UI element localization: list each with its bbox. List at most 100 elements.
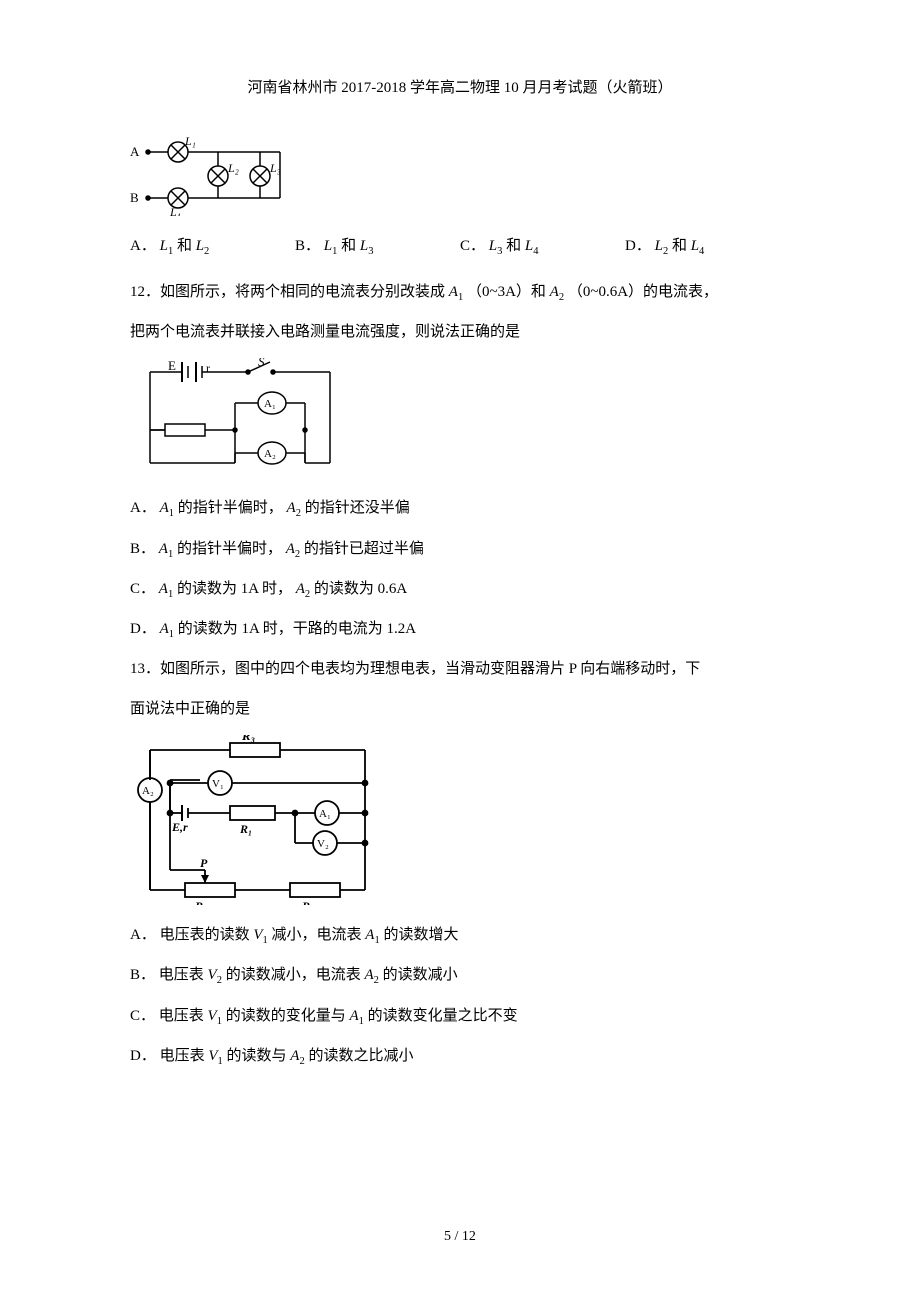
sub: 1 xyxy=(168,589,173,600)
opt-label: A． xyxy=(130,238,156,254)
opt-text: 的读数增大 xyxy=(383,927,458,943)
opt-label: B． xyxy=(130,967,155,983)
fig11-label-B: B xyxy=(130,190,139,205)
svg-text:S: S xyxy=(258,358,265,369)
sub: 2 xyxy=(663,246,668,257)
q12-opt-D: D． A1 的读数为 1A 时，干路的电流为 1.2A xyxy=(130,611,790,647)
opt-label: A． xyxy=(130,500,156,516)
opt-text: 和 xyxy=(177,238,192,254)
sym: V xyxy=(208,1048,217,1064)
sym-L: L xyxy=(196,238,204,254)
sub: 2 xyxy=(305,589,310,600)
sub: 2 xyxy=(296,508,301,519)
q11-opt-D: D． L2 和 L4 xyxy=(625,228,790,264)
sub: 4 xyxy=(699,246,704,257)
sym: A xyxy=(296,581,305,597)
svg-text:R₂: R₂ xyxy=(301,899,314,905)
sym: A xyxy=(160,500,169,516)
sub: 1 xyxy=(263,935,268,946)
q12-opt-B: B． A1 的指针半偏时， A2 的指针已超过半偏 xyxy=(130,531,790,567)
sub: 3 xyxy=(368,246,373,257)
opt-text: 的读数之比减小 xyxy=(308,1048,413,1064)
sub: 1 xyxy=(168,549,173,560)
svg-text:r: r xyxy=(206,361,210,375)
svg-text:Rₚ: Rₚ xyxy=(194,899,209,905)
sym: V xyxy=(208,967,217,983)
sym: V xyxy=(253,927,262,943)
fig11-L2: L₂ xyxy=(227,161,239,175)
sub: 4 xyxy=(533,246,538,257)
q13-opt-B: B． 电压表 V2 的读数减小，电流表 A2 的读数减小 xyxy=(130,957,790,993)
q-num: 12． xyxy=(130,284,160,300)
sym: A xyxy=(159,581,168,597)
q-text: （0~0.6A）的电流表， xyxy=(568,284,718,300)
opt-label: D． xyxy=(625,238,651,254)
opt-text: 的指针半偏时， xyxy=(178,500,283,516)
page-number: 5 / 12 xyxy=(0,1220,920,1254)
sub: 1 xyxy=(374,935,379,946)
opt-text: 的读数与 xyxy=(227,1048,287,1064)
sym-L: L xyxy=(691,238,699,254)
q13-stem2: 面说法中正确的是 xyxy=(130,691,790,727)
q13-opt-A: A． 电压表的读数 V1 减小，电流表 A1 的读数增大 xyxy=(130,917,790,953)
fig11-L1: L₁ xyxy=(184,136,196,148)
sym: A xyxy=(287,500,296,516)
sub: 1 xyxy=(458,292,463,303)
sub: 2 xyxy=(374,975,379,986)
q12-figure: E r S xyxy=(130,358,790,478)
q11-opt-A: A． L1 和 L2 xyxy=(130,228,295,264)
opt-text: 的指针还没半偏 xyxy=(305,500,410,516)
sub: 1 xyxy=(359,1016,364,1027)
sym: A xyxy=(550,284,559,300)
opt-text: 电压表 xyxy=(160,1048,205,1064)
sym: A xyxy=(449,284,458,300)
sym: A xyxy=(160,621,169,637)
opt-text: 的读数为 0.6A xyxy=(314,581,407,597)
sym-L: L xyxy=(324,238,332,254)
opt-text: 电压表的读数 xyxy=(160,927,250,943)
sym-L: L xyxy=(360,238,368,254)
sub: 1 xyxy=(217,1016,222,1027)
q11-opt-C: C． L3 和 L4 xyxy=(460,228,625,264)
opt-label: A． xyxy=(130,927,156,943)
q13-figure: R₃ A₂ V₁ xyxy=(130,735,790,905)
svg-text:A₂: A₂ xyxy=(264,448,276,460)
sym: A xyxy=(286,541,295,557)
sub: 2 xyxy=(295,549,300,560)
svg-text:A₂: A₂ xyxy=(142,785,154,797)
sub: 1 xyxy=(169,629,174,640)
sym: V xyxy=(208,1008,217,1024)
sub: 1 xyxy=(332,246,337,257)
q12-stem: 12．如图所示，将两个相同的电流表分别改装成 A1 （0~3A）和 A2 （0~… xyxy=(130,274,790,310)
opt-text: 的读数减小，电流表 xyxy=(226,967,361,983)
fig11-L4: L₄ xyxy=(169,205,181,216)
sym-L: L xyxy=(525,238,533,254)
sub: 2 xyxy=(204,246,209,257)
q12-opt-C: C． A1 的读数为 1A 时， A2 的读数为 0.6A xyxy=(130,571,790,607)
sym-L: L xyxy=(655,238,663,254)
opt-text: 的读数为 1A 时，干路的电流为 1.2A xyxy=(178,621,416,637)
sym: A xyxy=(364,967,373,983)
opt-text: 减小，电流表 xyxy=(272,927,362,943)
sub: 1 xyxy=(169,508,174,519)
opt-label: C． xyxy=(130,581,155,597)
sym-L: L xyxy=(489,238,497,254)
sub: 2 xyxy=(559,292,564,303)
svg-text:A₁: A₁ xyxy=(264,398,276,410)
opt-text: 的读数变化量之比不变 xyxy=(368,1008,518,1024)
opt-label: B． xyxy=(295,238,320,254)
opt-text: 的指针半偏时， xyxy=(177,541,282,557)
sub: 2 xyxy=(217,975,222,986)
sub: 1 xyxy=(168,246,173,257)
q11-options: A． L1 和 L2 B． L1 和 L3 C． L3 和 L4 D． L2 和… xyxy=(130,228,790,264)
page: 河南省林州市 2017-2018 学年高二物理 10 月月考试题（火箭班） A … xyxy=(0,0,920,1302)
q-num: 13． xyxy=(130,661,160,677)
sub: 1 xyxy=(218,1056,223,1067)
svg-text:P: P xyxy=(200,856,208,870)
q12-stem2: 把两个电流表并联接入电路测量电流强度，则说法正确的是 xyxy=(130,314,790,350)
page-header: 河南省林州市 2017-2018 学年高二物理 10 月月考试题（火箭班） xyxy=(130,70,790,106)
opt-text: 的读数减小 xyxy=(383,967,458,983)
q11-figure: A L₁ L₂ L₃ B xyxy=(130,136,790,216)
svg-text:V₁: V₁ xyxy=(212,778,224,790)
q-text: （0~3A）和 xyxy=(467,284,546,300)
